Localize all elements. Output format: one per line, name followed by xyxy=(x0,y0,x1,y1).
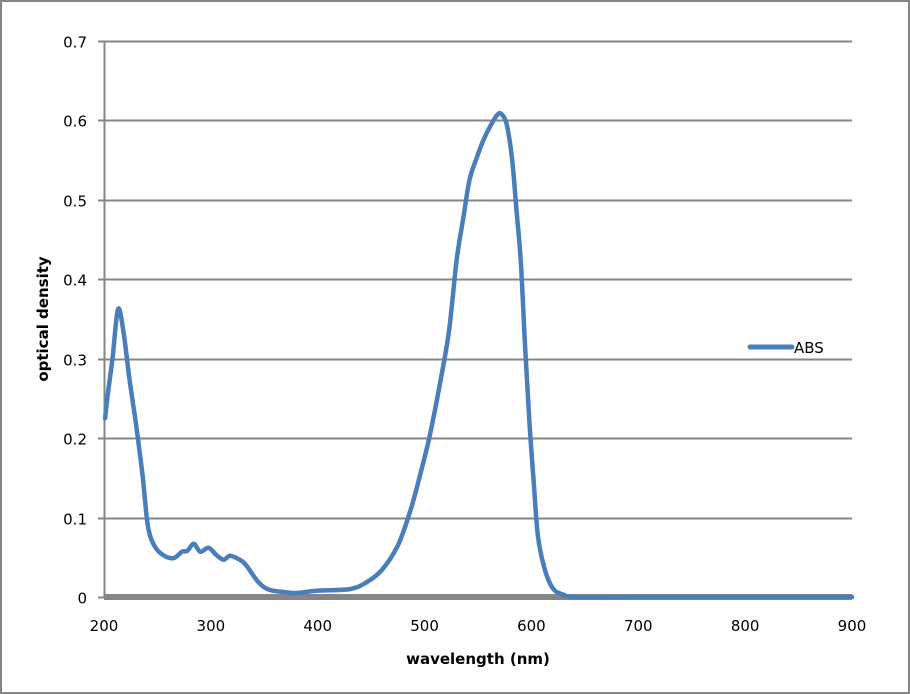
x-axis: 200 300 400 500 600 700 800 900 xyxy=(90,594,867,635)
y-tick-label: 0.7 xyxy=(63,34,87,52)
y-tick-label: 0.6 xyxy=(63,113,87,131)
y-tick-label: 0 xyxy=(77,590,87,608)
y-axis-title: optical density xyxy=(34,256,52,382)
gridlines xyxy=(104,40,852,520)
x-tick-label: 700 xyxy=(624,617,653,635)
y-axis: 0 0.1 0.2 0.3 0.4 0.5 0.6 0.7 xyxy=(63,34,106,608)
x-tick-label: 200 xyxy=(90,617,119,635)
x-tick-label: 900 xyxy=(838,617,867,635)
x-tick-label: 400 xyxy=(303,617,332,635)
y-tick-label: 0.2 xyxy=(63,431,87,449)
x-axis-line xyxy=(104,594,852,600)
legend: ABS xyxy=(747,339,824,357)
y-tick-label: 0.5 xyxy=(63,193,87,211)
series-line-abs xyxy=(102,110,855,600)
y-tick-label: 0.1 xyxy=(63,511,87,529)
x-tick-label: 600 xyxy=(517,617,546,635)
legend-label-abs: ABS xyxy=(794,339,824,357)
x-tick-label: 800 xyxy=(731,617,760,635)
x-tick-label: 500 xyxy=(410,617,439,635)
y-tick-label: 0.4 xyxy=(63,272,87,290)
x-axis-title: wavelength (nm) xyxy=(406,650,550,668)
y-tick-label: 0.3 xyxy=(63,352,87,370)
series-abs-line xyxy=(102,110,855,600)
x-tick-label: 300 xyxy=(197,617,226,635)
